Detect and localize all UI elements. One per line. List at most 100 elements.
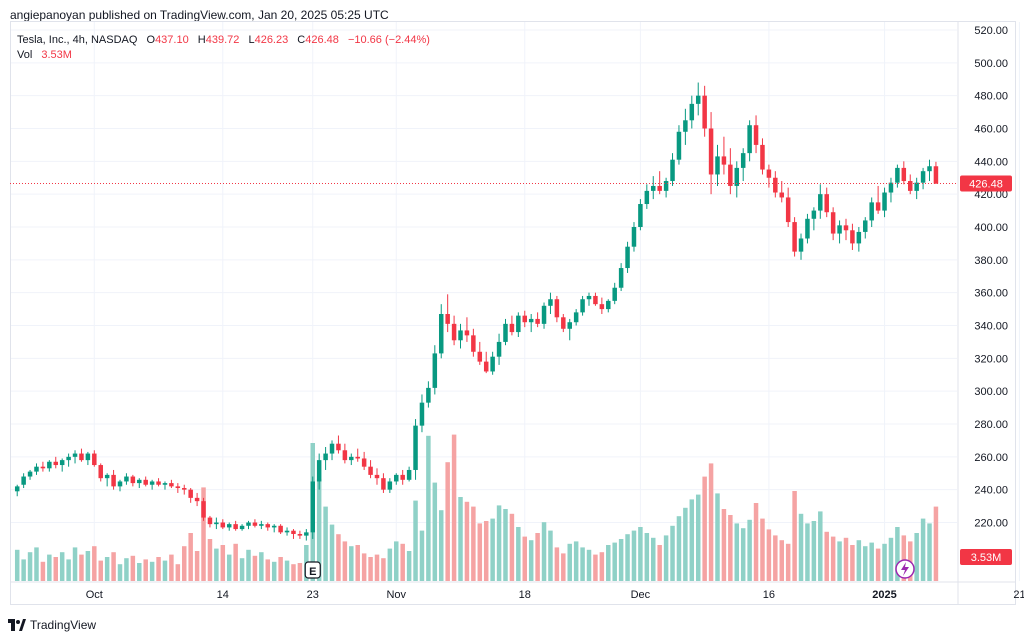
volume-bar [458,497,463,581]
candle [143,476,148,487]
candle [271,524,277,533]
candle [336,435,341,454]
candle [760,138,765,175]
candle [445,294,450,333]
volume-bar [368,557,373,581]
candle [85,451,91,466]
candle-body [830,212,836,234]
candle-body [175,486,181,489]
candle [368,460,373,479]
change-value: −10.66 (−2.44%) [347,34,430,46]
candle-body [483,361,489,372]
volume-bar [98,560,103,581]
candle-body [740,153,746,168]
volume-bar [766,529,772,581]
candle [863,217,868,239]
candle-body [638,204,643,227]
candle [477,341,483,365]
volume-bar [239,558,245,581]
candle-body [252,522,258,526]
candle [773,171,778,198]
volume-bar [387,548,393,581]
candle [316,453,322,490]
close-value: 426.48 [305,34,339,46]
candle-body [914,182,919,191]
volume-bar [220,545,226,581]
candle-body [516,315,521,333]
candle [27,469,33,480]
volume-bar [606,545,611,581]
candle [79,448,84,462]
volume-badge: 3.53M [960,549,1012,565]
candle-body [503,323,508,342]
volume-bar [445,462,450,581]
price-axis[interactable]: 220.00 240.00 260.00 280.00 300.00 320.00 340.… [974,25,1008,530]
candle-body [843,225,849,231]
candle [612,282,617,305]
price-tick-label: 320.00 [974,353,1008,365]
candle [901,161,907,185]
volume-bar [676,516,682,581]
volume-bar [856,540,862,581]
candle-body [863,220,868,232]
candle-body [837,225,842,234]
volume-bar [773,535,778,581]
candle [400,469,405,485]
time-tick-label: Oct [86,589,103,601]
volume-bar [342,541,348,581]
candle-body [477,351,483,362]
candle-body [445,314,450,324]
candle [837,220,842,244]
candle [438,304,444,359]
volume-bar [104,557,110,581]
volume-bar [278,557,283,581]
candle [580,295,585,316]
volume-bar [111,552,116,581]
earnings-event-marker[interactable]: E [304,561,321,579]
candle-body [895,167,900,183]
candle [625,241,630,273]
candle [882,187,887,218]
candle [464,317,470,342]
candle-body [117,481,123,487]
candle [644,184,650,209]
candle [927,159,932,182]
candle-body [368,466,373,475]
price-tick-label: 280.00 [974,419,1008,431]
candle-body [811,210,817,219]
candle-body [143,479,148,485]
candle [516,312,521,337]
footer-branding[interactable]: TradingView [8,618,96,636]
candle [329,440,335,461]
candle [297,530,303,539]
candle [432,345,438,395]
volume-bar [426,435,431,581]
candle [323,446,328,470]
time-axis[interactable]: Oct 14 23 Nov 18 Dec 16 2025 21 [86,589,1024,601]
candle [458,323,463,349]
volume-bar [702,476,707,581]
volume-bar [708,463,714,581]
lightning-icon[interactable] [895,559,915,579]
open-label: O [146,34,156,46]
candle [47,460,52,472]
candle-body [734,167,740,186]
candle-body [593,295,598,305]
candle [233,520,238,531]
volume-bar [933,506,939,581]
candle-body [856,231,862,244]
volume-bar [438,510,444,581]
volume-bar [92,546,97,581]
symbol-label: Tesla, Inc., 4h, NASDAQ [17,34,138,46]
candle-body [72,453,78,457]
candle-body [271,525,277,528]
ohlc-legend: Tesla, Inc., 4h, NASDAQ O437.10 H439.72 … [17,33,430,63]
volume-bar [374,554,380,581]
candle [14,484,20,497]
volume-bar [927,523,932,581]
candle-body [618,268,624,288]
candle-body [760,144,765,170]
candle-body [606,300,611,310]
candle-body [349,456,354,461]
